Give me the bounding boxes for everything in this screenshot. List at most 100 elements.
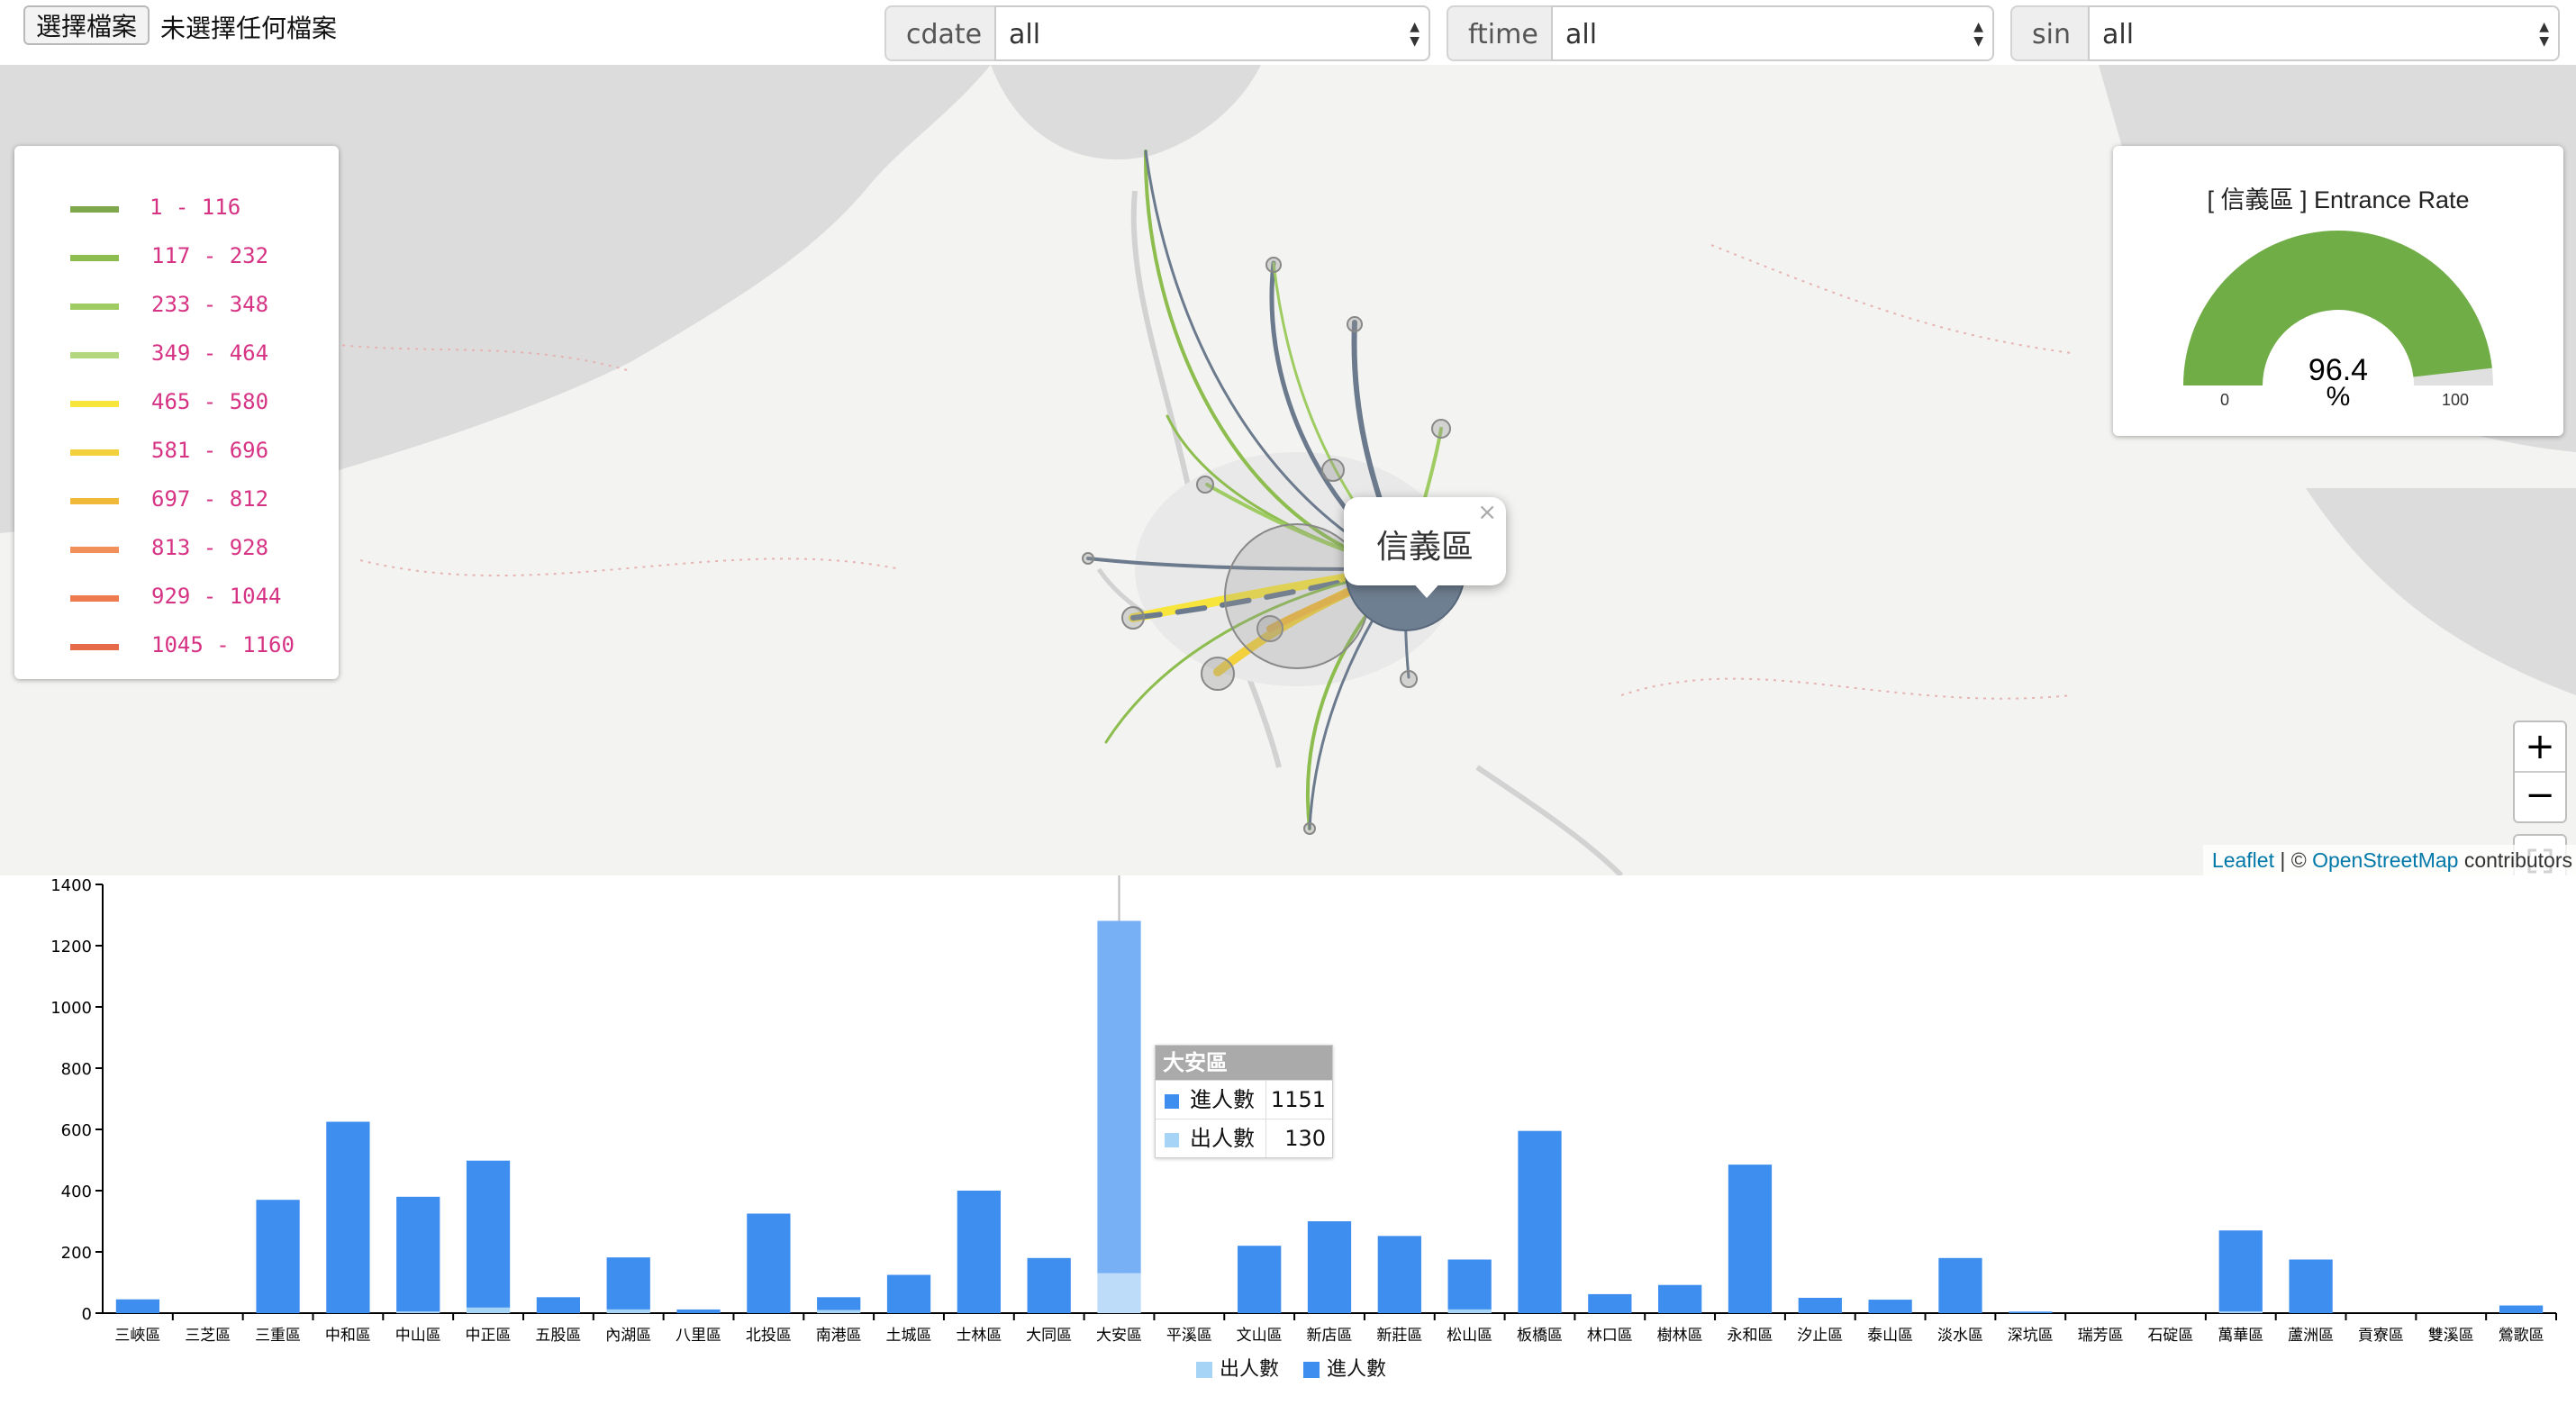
bar-out (1097, 1273, 1141, 1313)
bar-in (1307, 1221, 1352, 1313)
close-icon[interactable]: × (1477, 499, 1497, 526)
bar-in (1238, 1246, 1282, 1313)
map-attribution: Leaflet | © OpenStreetMap contributors (2202, 845, 2576, 875)
x-tick-label: 松山區 (1447, 1327, 1492, 1345)
x-tick-label: 南港區 (816, 1327, 862, 1345)
zoom-out-button[interactable]: − (2525, 775, 2555, 816)
x-tick-label: 林口區 (1587, 1327, 1633, 1345)
bar-in (256, 1200, 300, 1313)
y-tick-label: 200 (61, 1244, 92, 1263)
x-tick-label: 貢寮區 (2358, 1327, 2404, 1345)
entrance-rate-gauge: [ 信義區 ] Entrance Rate 96.4 % 0 100 (2113, 146, 2563, 436)
bar-in (2499, 1305, 2544, 1313)
tooltip-series-name: 進人數 (1190, 1087, 1255, 1112)
x-tick-label: 北投區 (746, 1327, 792, 1345)
x-tick-label: 中正區 (466, 1327, 512, 1345)
legend-swatch (70, 449, 119, 456)
bar-out (1447, 1309, 1492, 1313)
filter-bar: 選擇檔案 未選擇任何檔案 cdate all ▲ ▼ ftime all ▲ ▼ s… (0, 0, 2576, 65)
bar-out (466, 1307, 511, 1313)
bar-in (326, 1121, 370, 1313)
bar-in (1518, 1130, 1562, 1313)
bar-in (2009, 1311, 2053, 1313)
x-tick-label: 新店區 (1307, 1327, 1353, 1345)
x-tick-label: 文山區 (1237, 1327, 1283, 1345)
legend-label: 出人數 (1220, 1358, 1280, 1381)
x-tick-label: 永和區 (1727, 1327, 1773, 1345)
legend-in-item[interactable]: 進人數 (1303, 1353, 1386, 1382)
bar-in (2218, 1230, 2263, 1312)
tooltip-series-value: 1151 (1265, 1081, 1329, 1119)
x-tick-label: 汐止區 (1797, 1327, 1843, 1345)
legend-swatch (70, 206, 119, 213)
x-tick-label: 泰山區 (1867, 1327, 1913, 1345)
x-tick-label: 大同區 (1026, 1327, 1072, 1345)
legend-swatch (1196, 1362, 1212, 1378)
x-tick-label: 新莊區 (1376, 1327, 1422, 1345)
zoom-control: + − (2513, 721, 2567, 823)
bar-in (957, 1191, 1001, 1313)
x-tick-label: 士林區 (956, 1327, 1002, 1345)
x-tick-label: 三重區 (255, 1327, 301, 1345)
x-tick-label: 內湖區 (605, 1327, 651, 1345)
tooltip-swatch (1165, 1133, 1179, 1147)
gauge-unit: % (2327, 382, 2351, 412)
y-tick-label: 600 (61, 1121, 92, 1140)
gauge-chart: 96.4 % 0 100 (2183, 231, 2493, 412)
y-tick-label: 800 (61, 1060, 92, 1079)
bar-in (1588, 1293, 1632, 1313)
x-tick-label: 石碇區 (2147, 1327, 2193, 1345)
tooltip-row: 進人數 1151 (1156, 1080, 1332, 1119)
choose-file-button[interactable]: 選擇檔案 (23, 5, 150, 45)
sin-select[interactable]: all ▲ ▼ (2088, 5, 2560, 61)
bar-in (1798, 1298, 1842, 1313)
x-tick-label: 中山區 (395, 1327, 441, 1345)
x-tick-label: 蘆洲區 (2288, 1327, 2334, 1345)
leaflet-link[interactable]: Leaflet (2211, 848, 2274, 872)
x-tick-label: 八里區 (676, 1327, 721, 1345)
bar-in (817, 1297, 861, 1310)
cdate-select-value: all (1009, 19, 1041, 50)
chart-legend: 出人數 進人數 (1196, 1353, 1404, 1382)
ftime-select-value: all (1565, 19, 1598, 50)
cdate-select[interactable]: all ▲ ▼ (994, 5, 1430, 61)
ftime-label: ftime (1447, 5, 1560, 61)
x-tick-label: 平溪區 (1166, 1327, 1212, 1345)
zoom-in-button[interactable]: + (2515, 722, 2565, 773)
popup-tip (1410, 580, 1443, 598)
bar-in (1728, 1165, 1773, 1313)
x-tick-label: 大安區 (1096, 1327, 1142, 1345)
y-tick-label: 1000 (50, 999, 92, 1018)
map-view[interactable]: 1 - 116 117 - 232 233 - 348 349 - 464 46… (0, 65, 2576, 875)
legend-out-item[interactable]: 出人數 (1196, 1353, 1279, 1382)
bar-in (1658, 1284, 1702, 1313)
legend-swatch (70, 498, 119, 504)
select-arrows-icon: ▲ ▼ (1410, 20, 1420, 49)
bar-in (1938, 1257, 1982, 1313)
bar-in (1868, 1300, 1912, 1313)
bar-out (606, 1309, 650, 1313)
bar-out (396, 1311, 440, 1313)
ftime-select[interactable]: all ▲ ▼ (1551, 5, 1994, 61)
bar-in (115, 1299, 160, 1313)
x-tick-label: 鶯歌區 (2499, 1327, 2544, 1345)
legend-swatch (70, 595, 119, 602)
bar-in (606, 1257, 650, 1310)
legend-label: 進人數 (1327, 1358, 1387, 1381)
y-tick-label: 1400 (50, 876, 92, 895)
openstreetmap-link[interactable]: OpenStreetMap (2312, 848, 2459, 872)
chart-tooltip: 大安區 進人數 1151 出人數 130 (1155, 1045, 1333, 1158)
bar-in (747, 1213, 791, 1313)
tooltip-title: 大安區 (1156, 1046, 1332, 1080)
bar-in (1027, 1257, 1071, 1313)
x-tick-label: 三芝區 (185, 1327, 231, 1345)
tooltip-swatch (1165, 1094, 1179, 1109)
attribution-suffix: contributors (2458, 848, 2572, 872)
y-tick-label: 400 (61, 1183, 92, 1201)
legend-swatch (70, 547, 119, 553)
select-arrows-icon: ▲ ▼ (2539, 20, 2549, 49)
sin-label: sin (2010, 5, 2092, 61)
legend-swatch (70, 352, 119, 358)
y-tick-label: 0 (82, 1305, 92, 1324)
gauge-title: [ 信義區 ] Entrance Rate (2207, 186, 2470, 213)
